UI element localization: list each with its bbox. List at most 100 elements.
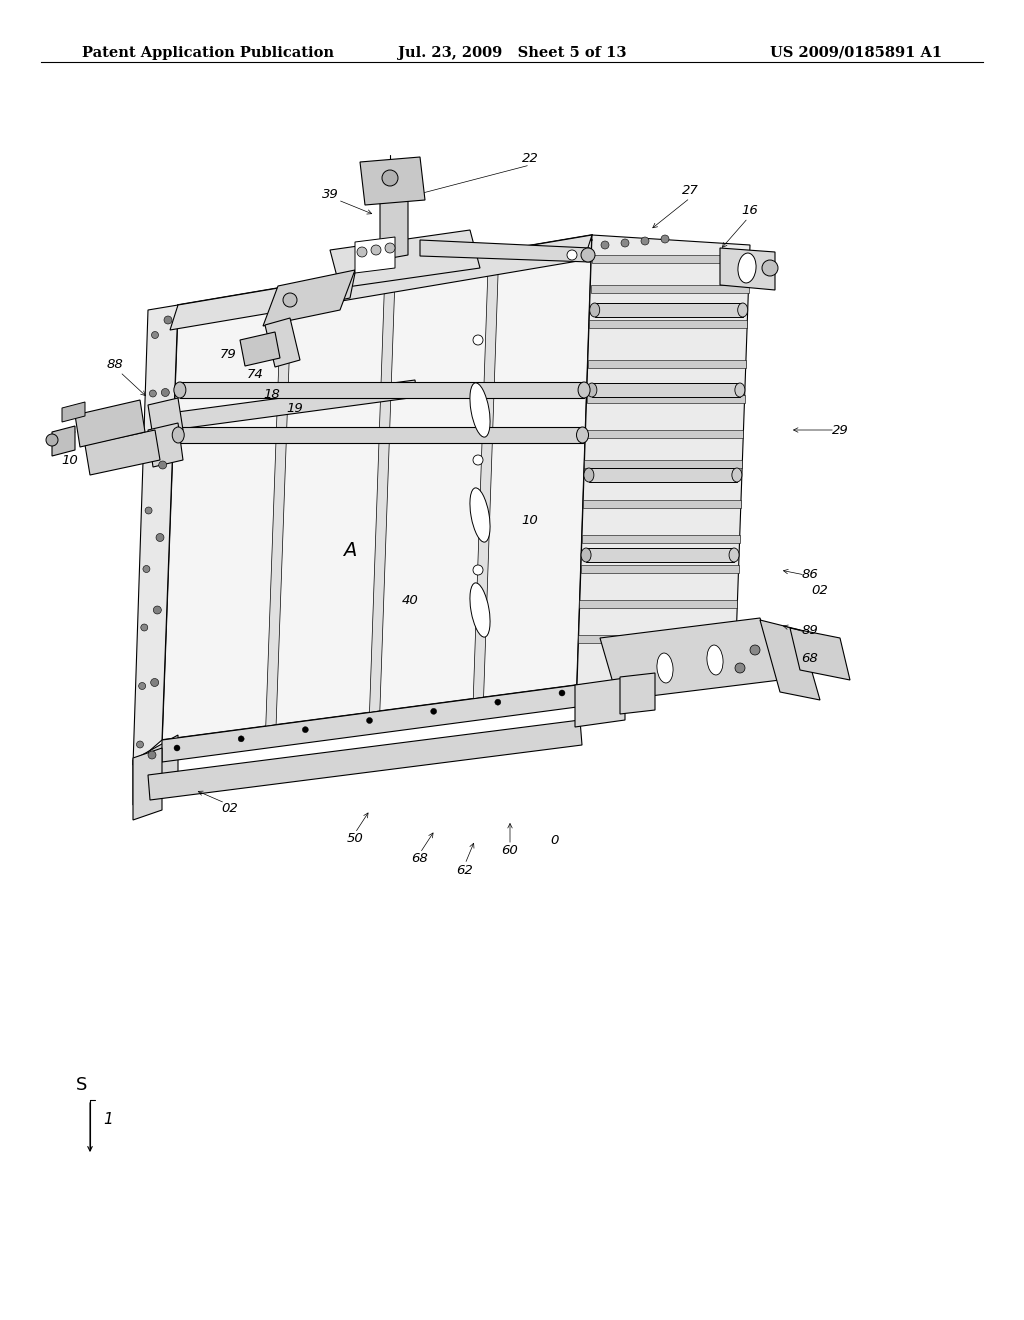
Ellipse shape (737, 304, 748, 317)
Ellipse shape (732, 469, 741, 482)
Polygon shape (585, 459, 742, 469)
Polygon shape (760, 620, 820, 700)
Polygon shape (162, 235, 592, 741)
Polygon shape (582, 535, 739, 543)
Text: 18: 18 (263, 388, 281, 401)
Circle shape (239, 735, 244, 742)
Circle shape (140, 624, 147, 631)
Polygon shape (148, 399, 183, 437)
Polygon shape (355, 238, 395, 273)
Text: 02: 02 (221, 801, 239, 814)
Polygon shape (583, 500, 741, 508)
Circle shape (662, 235, 669, 243)
Ellipse shape (470, 488, 490, 543)
Circle shape (138, 682, 145, 689)
Ellipse shape (584, 469, 594, 482)
Circle shape (750, 645, 760, 655)
Polygon shape (595, 304, 742, 317)
Polygon shape (473, 251, 499, 698)
Circle shape (641, 238, 649, 246)
Circle shape (762, 260, 778, 276)
Text: US 2009/0185891 A1: US 2009/0185891 A1 (770, 45, 942, 59)
Circle shape (385, 243, 395, 253)
Circle shape (174, 744, 180, 751)
Text: 0: 0 (551, 833, 559, 846)
Circle shape (357, 247, 367, 257)
Polygon shape (720, 248, 775, 290)
Polygon shape (266, 285, 292, 726)
Polygon shape (579, 635, 736, 643)
Polygon shape (586, 548, 734, 562)
Polygon shape (580, 601, 737, 609)
Circle shape (156, 533, 164, 541)
Text: 88: 88 (106, 359, 123, 371)
Circle shape (473, 455, 483, 465)
Circle shape (46, 434, 58, 446)
Circle shape (151, 678, 159, 686)
Circle shape (382, 170, 398, 186)
Text: 62: 62 (457, 863, 473, 876)
Text: 02: 02 (812, 583, 828, 597)
Ellipse shape (707, 645, 723, 675)
Polygon shape (263, 271, 355, 326)
Text: 89: 89 (802, 623, 818, 636)
Polygon shape (592, 383, 740, 397)
Polygon shape (275, 273, 355, 313)
Text: 22: 22 (521, 152, 539, 165)
Polygon shape (240, 333, 280, 366)
Text: 68: 68 (412, 851, 428, 865)
Text: Jul. 23, 2009   Sheet 5 of 13: Jul. 23, 2009 Sheet 5 of 13 (397, 45, 627, 59)
Text: 86: 86 (802, 569, 818, 582)
Circle shape (567, 249, 577, 260)
Polygon shape (148, 422, 183, 467)
Ellipse shape (172, 426, 184, 444)
Circle shape (150, 389, 157, 397)
Text: 39: 39 (322, 189, 338, 202)
Ellipse shape (470, 383, 490, 437)
Text: 27: 27 (682, 183, 698, 197)
Text: 68: 68 (802, 652, 818, 664)
Circle shape (136, 741, 143, 748)
Text: 19: 19 (287, 401, 303, 414)
Circle shape (154, 606, 162, 614)
Polygon shape (592, 255, 750, 263)
Text: 74: 74 (247, 368, 263, 381)
Circle shape (162, 388, 169, 396)
Polygon shape (85, 430, 160, 475)
Circle shape (601, 242, 609, 249)
Polygon shape (148, 719, 582, 800)
Text: 29: 29 (831, 424, 848, 437)
Polygon shape (590, 319, 748, 327)
Text: 60: 60 (502, 843, 518, 857)
Polygon shape (591, 285, 749, 293)
Polygon shape (75, 400, 145, 447)
Circle shape (495, 700, 501, 705)
Ellipse shape (738, 253, 756, 282)
Polygon shape (620, 673, 655, 714)
Circle shape (152, 331, 159, 338)
Text: Patent Application Publication: Patent Application Publication (82, 45, 334, 59)
Polygon shape (133, 305, 178, 766)
Circle shape (145, 507, 153, 513)
Circle shape (735, 663, 745, 673)
Ellipse shape (657, 653, 673, 682)
Polygon shape (155, 380, 417, 432)
Polygon shape (133, 748, 162, 820)
Polygon shape (600, 618, 780, 700)
Polygon shape (420, 240, 590, 261)
Circle shape (581, 248, 595, 261)
Polygon shape (170, 235, 592, 330)
Ellipse shape (470, 583, 490, 638)
Circle shape (473, 565, 483, 576)
Text: 40: 40 (401, 594, 419, 606)
Text: 50: 50 (347, 832, 364, 845)
Circle shape (431, 709, 436, 714)
Ellipse shape (577, 426, 589, 444)
Circle shape (164, 315, 172, 323)
Circle shape (148, 751, 156, 759)
Polygon shape (370, 268, 395, 713)
Text: 10: 10 (521, 513, 539, 527)
Polygon shape (586, 430, 743, 438)
Ellipse shape (735, 383, 744, 397)
Polygon shape (577, 235, 750, 685)
